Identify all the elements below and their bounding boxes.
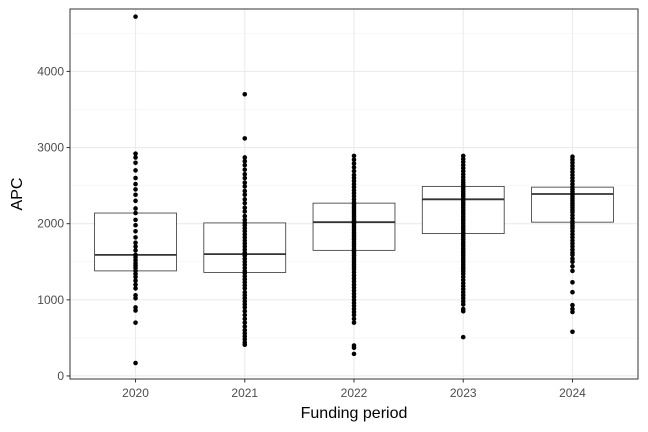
data-point-2021: [242, 205, 248, 211]
data-point-2021: [242, 136, 248, 141]
data-point-2020: [133, 244, 138, 249]
data-point-2020: [133, 160, 138, 166]
data-point-2021: [242, 213, 248, 219]
data-point-2021: [242, 197, 248, 202]
y-axis: 0 1000 2000 3000 4000: [37, 64, 70, 383]
x-tick-label: 2021: [231, 386, 258, 400]
x-tick-label: 2022: [341, 386, 368, 400]
data-point-2020: [133, 248, 138, 253]
data-point-2021: [242, 209, 248, 214]
data-point-2022: [351, 345, 357, 351]
data-point-2021: [242, 192, 248, 198]
x-tick-label: 2020: [122, 386, 149, 400]
data-point-2021: [242, 305, 248, 310]
data-point-2022: [351, 320, 357, 325]
y-axis-title: APC: [9, 178, 26, 211]
data-point-2021: [242, 180, 248, 185]
data-point-2024: [570, 309, 575, 315]
data-point-2021: [242, 188, 248, 194]
data-point-2020: [133, 308, 138, 313]
data-point-2022: [351, 157, 357, 163]
data-point-2021: [242, 342, 248, 348]
data-point-2021: [242, 171, 248, 177]
data-point-2021: [242, 308, 248, 314]
x-axis-title: Funding period: [301, 405, 408, 422]
data-point-2024: [570, 252, 575, 258]
data-point-2021: [242, 167, 248, 172]
points-layer: [133, 14, 575, 366]
data-point-2020: [133, 282, 138, 287]
data-point-2024: [570, 268, 575, 274]
data-point-2024: [570, 264, 575, 269]
y-tick-label: 2000: [37, 217, 64, 231]
data-point-2023: [460, 302, 466, 307]
data-point-2021: [242, 184, 248, 189]
data-point-2020: [133, 235, 138, 240]
data-point-2024: [570, 259, 575, 265]
data-point-2020: [133, 210, 138, 216]
data-point-2020: [133, 274, 138, 280]
data-point-2020: [133, 187, 138, 192]
data-point-2024: [570, 329, 575, 335]
x-tick-label: 2023: [450, 386, 477, 400]
data-point-2020: [133, 360, 138, 366]
data-point-2020: [133, 240, 138, 246]
data-point-2024: [570, 280, 575, 285]
data-point-2022: [351, 161, 357, 166]
data-point-2021: [242, 324, 248, 329]
data-point-2020: [133, 296, 138, 301]
data-point-2020: [133, 175, 138, 181]
data-point-2021: [242, 320, 248, 325]
data-point-2020: [133, 278, 138, 284]
data-point-2022: [351, 316, 357, 322]
data-point-2020: [133, 320, 138, 325]
data-point-2024: [570, 302, 575, 308]
data-point-2021: [242, 200, 248, 206]
data-point-2021: [242, 316, 248, 322]
data-point-2023: [460, 308, 466, 314]
data-point-2021: [242, 158, 248, 164]
data-point-2022: [351, 351, 357, 357]
data-point-2020: [133, 206, 138, 211]
data-point-2020: [133, 229, 138, 234]
data-point-2022: [351, 153, 357, 159]
data-point-2020: [133, 181, 138, 187]
data-point-2021: [242, 175, 248, 181]
data-point-2020: [133, 198, 138, 204]
data-point-2021: [242, 155, 248, 160]
x-tick-label: 2024: [559, 386, 586, 400]
data-point-2024: [570, 289, 575, 295]
data-point-2020: [133, 14, 138, 19]
data-point-2022: [351, 165, 357, 170]
data-point-2021: [242, 286, 248, 291]
data-point-2020: [133, 222, 138, 228]
data-point-2020: [133, 217, 138, 223]
data-point-2023: [460, 334, 466, 340]
data-point-2021: [242, 312, 248, 318]
y-tick-label: 4000: [37, 64, 64, 78]
data-point-2021: [242, 91, 248, 97]
data-point-2022: [351, 312, 357, 318]
data-point-2021: [242, 162, 248, 168]
y-tick-label: 0: [57, 369, 64, 383]
y-tick-label: 3000: [37, 141, 64, 155]
data-point-2020: [133, 192, 138, 198]
data-point-2020: [133, 155, 138, 160]
x-axis: 2020 2021 2022 2023 2024: [122, 379, 586, 400]
y-tick-label: 1000: [37, 293, 64, 307]
data-point-2020: [133, 168, 138, 173]
data-point-2020: [133, 151, 138, 156]
data-point-2022: [351, 168, 357, 174]
data-point-2020: [133, 286, 138, 291]
